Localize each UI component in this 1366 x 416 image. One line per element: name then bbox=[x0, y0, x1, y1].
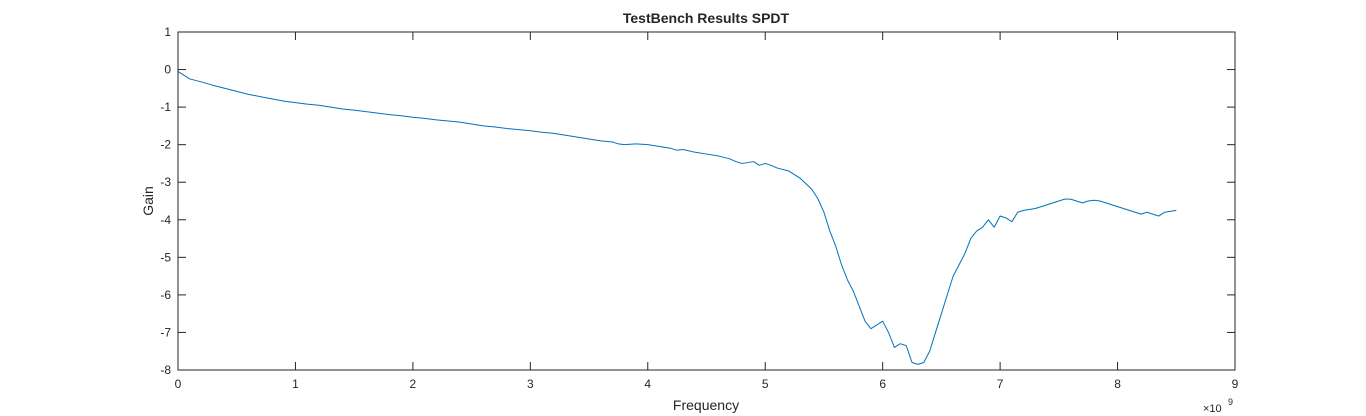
x-tick-labels: 0 1 2 3 4 5 6 7 8 9 bbox=[175, 377, 1239, 391]
x-tick-label: 1 bbox=[292, 377, 299, 391]
y-tick-label: -8 bbox=[160, 363, 171, 377]
chart-title: TestBench Results SPDT bbox=[623, 10, 790, 26]
y-axis-label: Gain bbox=[140, 186, 156, 216]
y-tick-label: 0 bbox=[164, 63, 171, 77]
x-axis-label: Frequency bbox=[673, 397, 739, 413]
x-tick-label: 0 bbox=[175, 377, 182, 391]
axes-box bbox=[177, 31, 1236, 371]
x-tick-label: 9 bbox=[1232, 377, 1239, 391]
y-tick-label: -4 bbox=[160, 213, 171, 227]
x-tick-label: 2 bbox=[410, 377, 417, 391]
y-tick-label: -1 bbox=[160, 100, 171, 114]
x-tick-label: 6 bbox=[879, 377, 886, 391]
data-series bbox=[177, 71, 1177, 365]
y-tick-label: 1 bbox=[164, 25, 171, 39]
x-tick-label: 7 bbox=[997, 377, 1004, 391]
y-tick-label: -2 bbox=[160, 138, 171, 152]
x-tick-label: 8 bbox=[1114, 377, 1121, 391]
x-tick-label: 4 bbox=[644, 377, 651, 391]
x-tick-label: 3 bbox=[527, 377, 534, 391]
y-tick-label: -5 bbox=[160, 250, 171, 264]
y-tick-label: -7 bbox=[160, 325, 171, 339]
gain-series-line bbox=[177, 71, 1177, 365]
y-tick-label: -6 bbox=[160, 288, 171, 302]
x-exponent-power: 9 bbox=[1228, 397, 1233, 407]
x-exponent-label: ×10 bbox=[1203, 403, 1222, 415]
y-tick-labels: -8 -7 -6 -5 -4 -3 -2 -1 0 1 bbox=[160, 25, 171, 377]
x-tick-label: 5 bbox=[762, 377, 769, 391]
y-tick-label: -3 bbox=[160, 175, 171, 189]
